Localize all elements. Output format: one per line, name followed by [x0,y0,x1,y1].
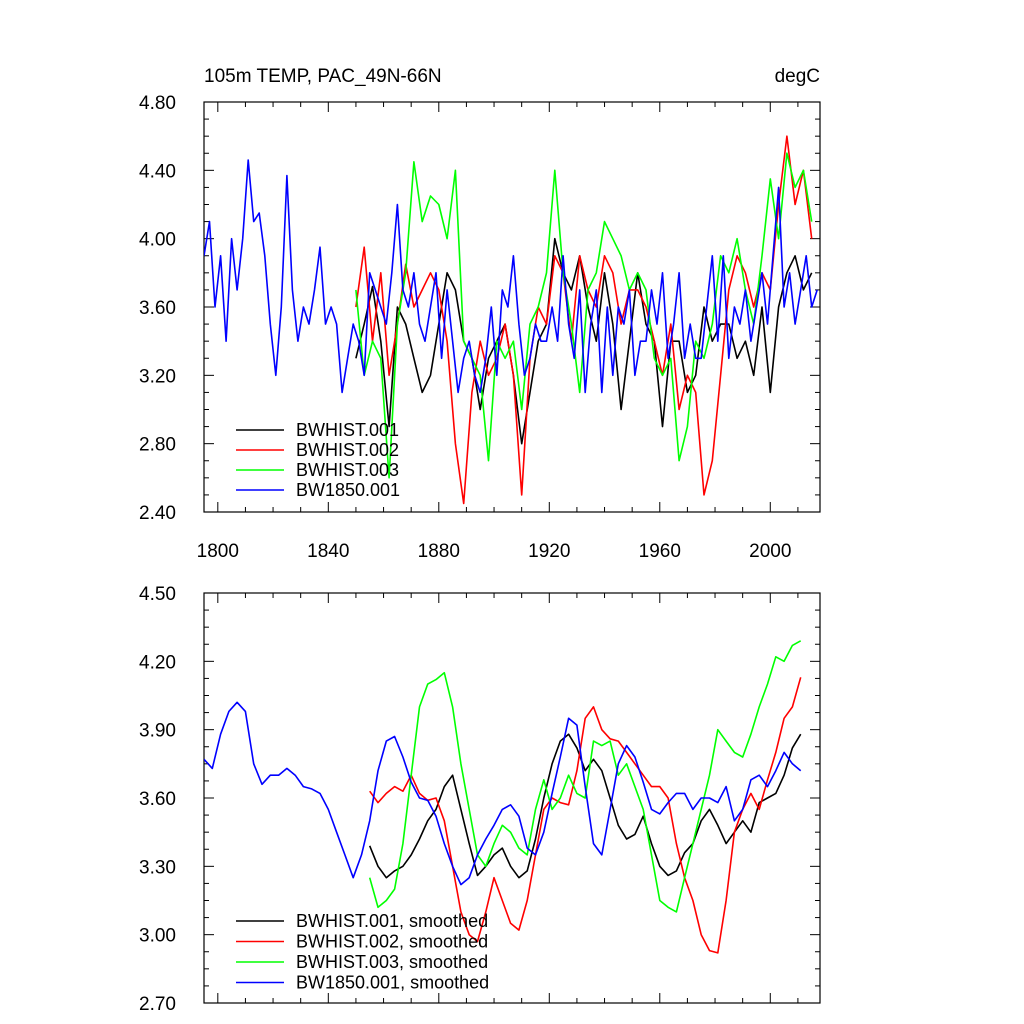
series-line [368,733,802,879]
y-tick-label: 4.40 [139,161,176,182]
y-tick-label: 4.00 [139,230,176,251]
units-label: degC [775,66,820,87]
y-tick-label: 2.70 [139,994,176,1015]
legend-label: BWHIST.002 [296,440,399,460]
x-tick-label: 1800 [197,541,239,562]
x-tick-label: 1960 [639,541,681,562]
legend-label: BWHIST.003, smoothed [296,952,488,972]
series-line [355,152,813,479]
legend-label: BWHIST.003 [296,460,399,480]
y-tick-label: 4.20 [139,652,176,673]
legend-label: BWHIST.001, smoothed [296,911,488,931]
y-tick-label: 3.90 [139,721,176,742]
y-tick-label: 3.60 [139,298,176,319]
x-tick-label: 1880 [418,541,460,562]
legend-label: BWHIST.001 [296,420,399,440]
legend-label: BWHIST.002, smoothed [296,932,488,952]
y-tick-label: 3.30 [139,857,176,878]
series-line [204,159,818,394]
series-line [355,237,813,445]
series-group [204,135,818,505]
top-panel: 105m TEMP, PAC_49N-66N degC 4.80 4.40 4.00… [139,66,821,562]
y-tick-label: 3.20 [139,366,176,387]
series-line [368,640,802,913]
series-line [355,135,813,505]
x-tick-label: 1840 [307,541,349,562]
panel-title: 105m TEMP, PAC_49N-66N [204,66,442,87]
legend-label: BW1850.001, smoothed [296,973,489,993]
x-tick-label: 1920 [528,541,570,562]
x-tick-label: 2000 [749,541,791,562]
legend-label: BW1850.001 [296,480,400,500]
y-tick-label: 4.50 [139,584,176,605]
series-line [204,701,802,886]
y-tick-label: 3.00 [139,926,176,947]
y-tick-label: 2.40 [139,503,176,524]
bottom-panel: 4.50 4.20 3.90 3.60 3.30 3.00 2.70 BWHIST.001, … [139,584,821,1015]
y-tick-label: 4.80 [139,93,176,114]
series-group [204,640,802,954]
y-tick-label: 2.80 [139,435,176,456]
y-tick-label: 3.60 [139,789,176,810]
series-line [369,677,802,954]
